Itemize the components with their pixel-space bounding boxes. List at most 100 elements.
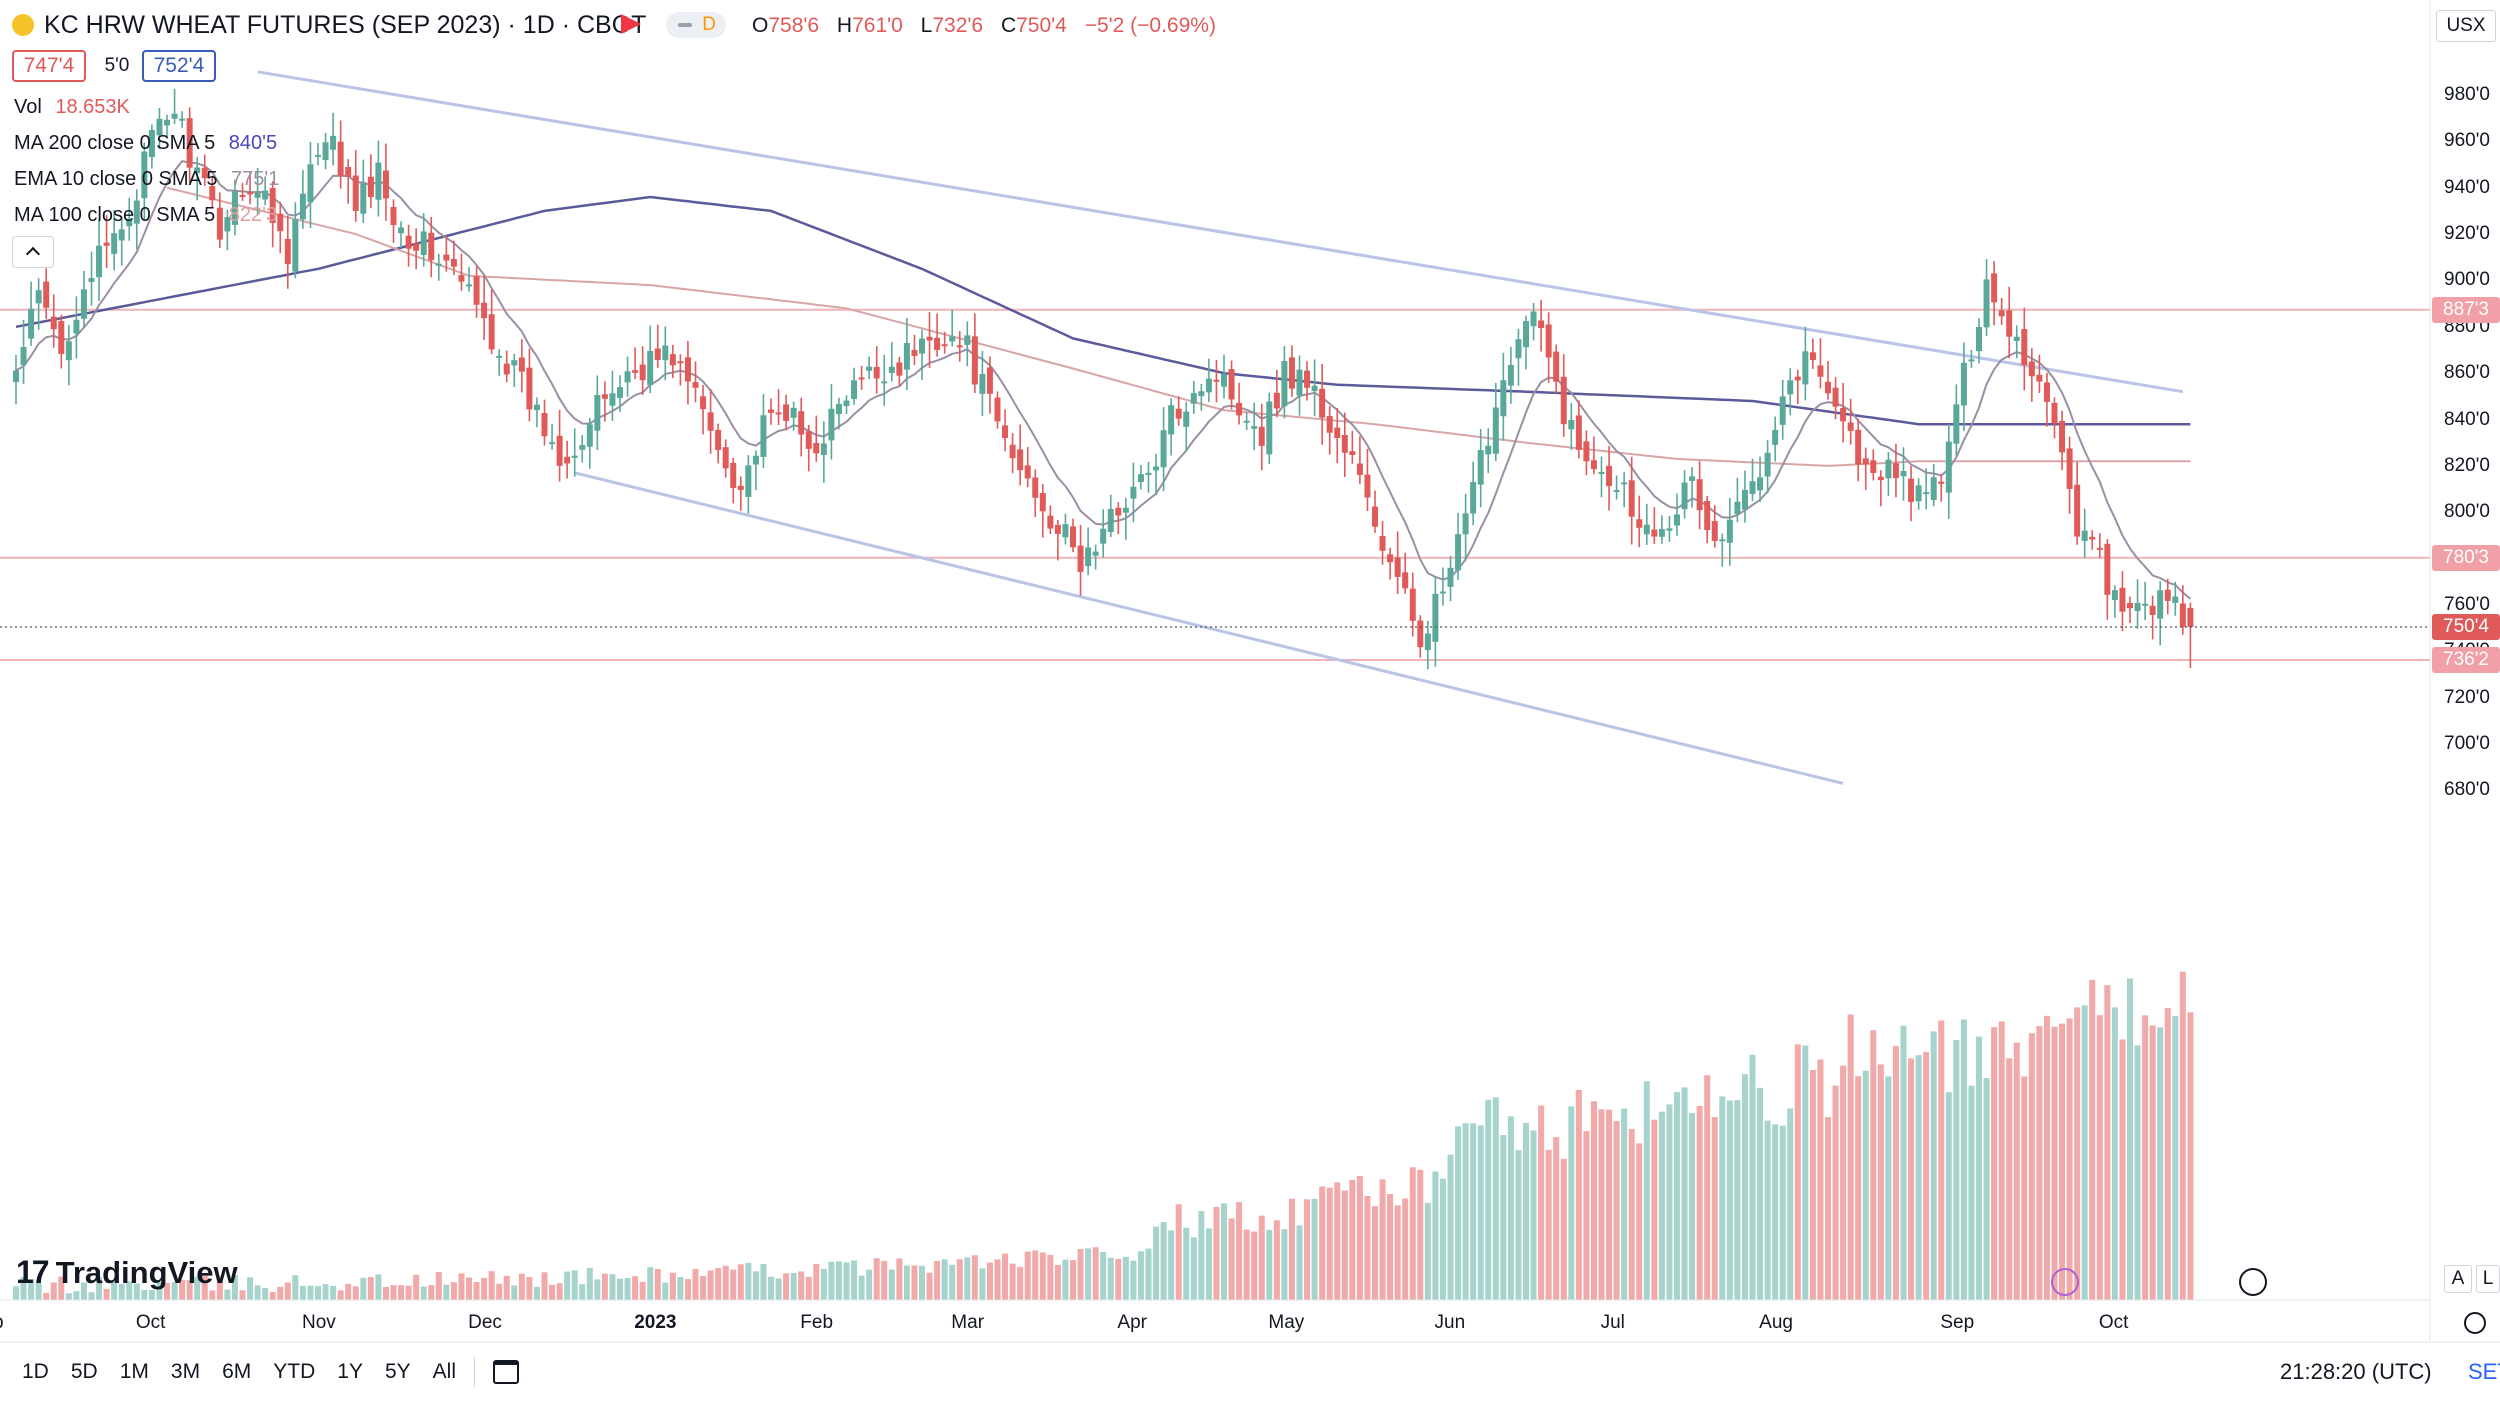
channel-upper-line [257, 70, 2184, 394]
volume-bar [345, 1283, 352, 1300]
volume-bar [994, 1259, 1001, 1300]
candle-body [58, 321, 65, 354]
legend-ema10[interactable]: EMA 10 close 0 SMA 5 775'1 [14, 168, 279, 191]
legend-ma200[interactable]: MA 200 close 0 SMA 5 840'5 [14, 132, 277, 155]
range-1y[interactable]: 1Y [337, 1360, 363, 1383]
lightning-icon[interactable] [2051, 1268, 2079, 1296]
candle-body [466, 284, 472, 287]
volume-bar [1779, 1125, 1786, 1300]
range-all[interactable]: All [432, 1360, 456, 1383]
log-scale-label: L [2482, 1268, 2494, 1289]
candle-body [1651, 529, 1658, 537]
legend-ma100-value: 822'3 [228, 204, 278, 226]
volume-bar [911, 1265, 918, 1300]
time-tick-label: Sep [1940, 1312, 1975, 1333]
candle-body [2119, 587, 2126, 612]
candle-body [858, 377, 865, 380]
volume-bar [1726, 1100, 1733, 1300]
candle-body [186, 118, 193, 168]
tradingview-logo[interactable]: 17 TradingView [16, 1254, 238, 1291]
candle-body [1032, 477, 1039, 498]
candle-body [1779, 396, 1786, 425]
volume-bar [2006, 1058, 2013, 1300]
candle-body [1507, 365, 1514, 386]
range-1m[interactable]: 1M [119, 1360, 149, 1383]
symbol-logo-icon[interactable] [12, 14, 34, 36]
candle-body [2157, 590, 2164, 619]
legend-volume[interactable]: Vol 18.653K [14, 96, 130, 119]
candle-body [1590, 460, 1597, 470]
utc-clock[interactable]: 21:28:20 (UTC) [2280, 1359, 2432, 1384]
range-5d[interactable]: 5D [70, 1360, 98, 1383]
time-tick-label: 2023 [634, 1312, 677, 1333]
candle-body [828, 408, 835, 441]
volume-bar [1500, 1135, 1507, 1300]
collapse-legend-button[interactable] [12, 236, 54, 268]
candle-body [949, 336, 956, 342]
volume-bar [692, 1268, 699, 1300]
gear-icon[interactable] [2464, 1312, 2486, 1334]
candle-body [1643, 524, 1650, 535]
sell-price-button[interactable]: 747'4 [12, 50, 86, 82]
volume-bar [2021, 1076, 2028, 1300]
volume-bar [1560, 1158, 1567, 1300]
range-6m[interactable]: 6M [222, 1360, 252, 1383]
volume-bar [1923, 1052, 1930, 1300]
volume-bar [164, 1282, 170, 1300]
volume-bar [2187, 1012, 2194, 1300]
volume-bar [1364, 1196, 1371, 1300]
volume-bar [1915, 1055, 1922, 1300]
volume-bar [179, 1279, 186, 1300]
volume-bar [43, 1292, 50, 1300]
volume-bar [1855, 1076, 1862, 1300]
candle-body [662, 345, 669, 361]
flag-icon[interactable] [621, 14, 641, 34]
candle-body [1349, 451, 1356, 455]
candle-body [1960, 362, 1967, 406]
volume-bar [1809, 1069, 1816, 1300]
candle-body [2104, 543, 2111, 595]
legend-ma100[interactable]: MA 100 close 0 SMA 5 822'3 [14, 204, 277, 227]
candle-body [1802, 351, 1809, 385]
candle-body [1304, 370, 1311, 388]
range-1d[interactable]: 1D [22, 1360, 49, 1383]
candle-body [1681, 482, 1688, 510]
volume-bar [1825, 1117, 1831, 1300]
log-scale-button[interactable]: L [2476, 1265, 2500, 1293]
candle-body [526, 367, 533, 410]
candle-body [126, 218, 133, 227]
candle-body [2149, 605, 2156, 615]
legend-ema10-value: 775'1 [231, 168, 280, 190]
range-ytd[interactable]: YTD [273, 1360, 316, 1383]
volume-bar [1870, 1030, 1877, 1300]
delayed-data-badge[interactable]: D [666, 12, 726, 38]
range-3m[interactable]: 3M [170, 1360, 201, 1383]
symbol-title[interactable]: KC HRW WHEAT FUTURES (SEP 2023) · 1D · C… [44, 10, 647, 39]
buy-price-button[interactable]: 752'4 [142, 50, 216, 82]
volume-bar [330, 1285, 337, 1300]
volume-bar [1908, 1058, 1915, 1300]
volume-bar [662, 1282, 669, 1300]
candle-body [1251, 426, 1258, 429]
volume-bar [1258, 1215, 1265, 1300]
currency-selector[interactable]: USX [2436, 10, 2496, 42]
tradingview-mark-icon: 17 [16, 1254, 50, 1290]
calendar-icon[interactable] [493, 1360, 519, 1384]
volume-bar [1115, 1258, 1122, 1300]
volume-bar [1832, 1085, 1839, 1300]
timer-icon[interactable] [2239, 1268, 2267, 1296]
volume-bar [1387, 1193, 1394, 1300]
volume-bar [609, 1274, 616, 1300]
range-5y[interactable]: 5Y [384, 1360, 411, 1383]
candle-body [435, 263, 442, 266]
auto-scale-button[interactable]: A [2444, 1265, 2472, 1293]
volume-bar [1794, 1044, 1801, 1300]
settings-tab[interactable]: SET [2468, 1359, 2500, 1384]
volume-bar [783, 1273, 790, 1300]
volume-bar [1198, 1211, 1205, 1300]
volume-bar [1930, 1031, 1937, 1300]
volume-bar [1606, 1109, 1613, 1300]
price-tick-label: 900'0 [2444, 269, 2490, 291]
